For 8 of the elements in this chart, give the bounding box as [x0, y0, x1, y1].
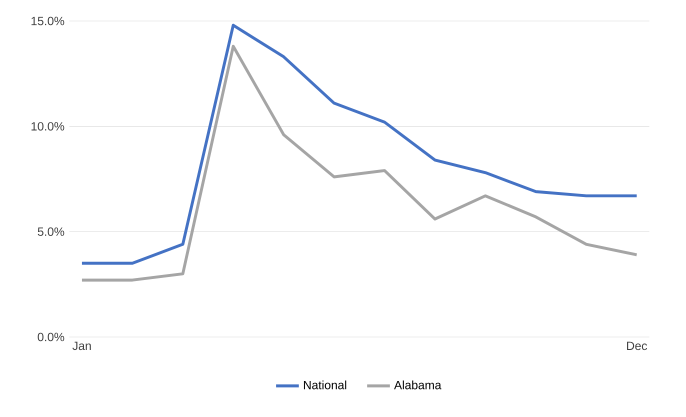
y-tick-label: 0.0%: [38, 332, 64, 342]
legend-label: National: [304, 380, 346, 390]
y-tick-label: 10.0%: [32, 122, 64, 131]
y-tick-label: 5.0%: [38, 227, 64, 236]
x-tick-label: Jan: [72, 342, 91, 350]
legend-label: Alabama: [394, 380, 442, 390]
x-tick-label: Dec: [627, 342, 648, 350]
y-tick-label: 15.0%: [32, 16, 64, 26]
